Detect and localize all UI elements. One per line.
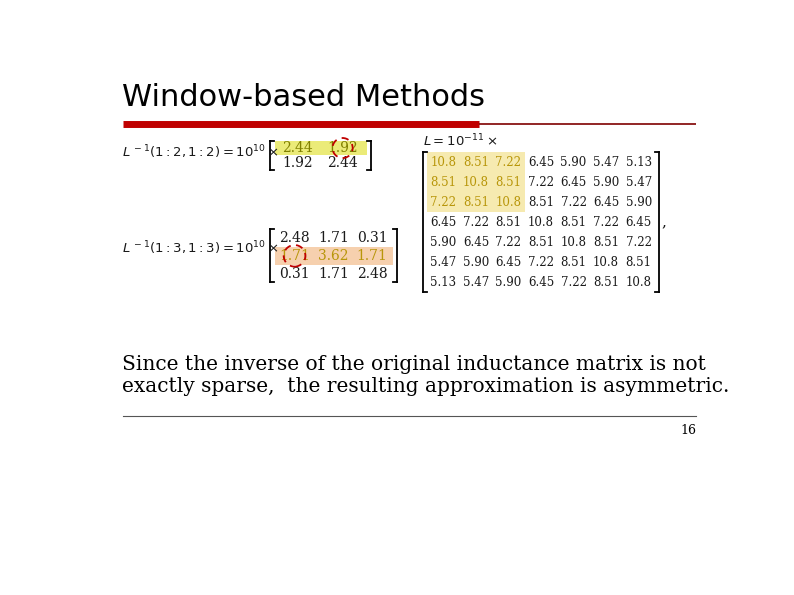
Text: 2.48: 2.48 — [357, 267, 387, 280]
Text: Window-based Methods: Window-based Methods — [122, 83, 485, 112]
Text: 0.31: 0.31 — [279, 267, 310, 280]
Text: 2.44: 2.44 — [283, 141, 313, 155]
Text: 2.48: 2.48 — [279, 231, 310, 245]
Text: $L = 10^{-11}\times$: $L = 10^{-11}\times$ — [423, 133, 498, 149]
Text: 10.8: 10.8 — [495, 196, 522, 209]
Text: 10.8: 10.8 — [626, 276, 652, 289]
Text: 8.51: 8.51 — [561, 256, 587, 269]
Text: 8.51: 8.51 — [593, 276, 619, 289]
Text: ,: , — [661, 215, 666, 229]
Text: 10.8: 10.8 — [528, 216, 554, 229]
Text: 5.90: 5.90 — [463, 256, 489, 269]
Text: 7.22: 7.22 — [561, 276, 587, 289]
Text: 7.22: 7.22 — [528, 256, 554, 269]
Text: 8.51: 8.51 — [626, 256, 652, 269]
Text: 7.22: 7.22 — [561, 196, 587, 209]
Text: 6.45: 6.45 — [528, 276, 554, 289]
Text: Since the inverse of the original inductance matrix is not: Since the inverse of the original induct… — [122, 355, 707, 374]
Text: 7.22: 7.22 — [626, 236, 652, 249]
Bar — [276, 247, 393, 265]
Text: 5.13: 5.13 — [430, 276, 457, 289]
Text: 6.45: 6.45 — [561, 176, 587, 189]
Bar — [460, 152, 492, 173]
Bar — [427, 173, 460, 192]
Text: 6.45: 6.45 — [495, 256, 522, 269]
Text: 2.44: 2.44 — [327, 156, 358, 170]
Text: 7.22: 7.22 — [430, 196, 457, 209]
Bar — [276, 140, 367, 155]
Text: 8.51: 8.51 — [463, 196, 489, 209]
Text: 8.51: 8.51 — [528, 196, 554, 209]
Text: 5.90: 5.90 — [561, 156, 587, 169]
Text: 7.22: 7.22 — [463, 216, 489, 229]
Text: 10.8: 10.8 — [561, 236, 587, 249]
Text: 8.51: 8.51 — [430, 176, 457, 189]
Text: 1.92: 1.92 — [327, 141, 358, 155]
Text: 6.45: 6.45 — [593, 196, 619, 209]
Text: 0.31: 0.31 — [357, 231, 387, 245]
Text: 1.71: 1.71 — [357, 249, 387, 263]
Text: 5.90: 5.90 — [430, 236, 457, 249]
Bar — [492, 152, 525, 173]
Bar — [460, 192, 492, 212]
Text: 16: 16 — [680, 424, 696, 437]
Text: 8.51: 8.51 — [495, 216, 522, 229]
Text: 8.51: 8.51 — [463, 156, 489, 169]
Text: 6.45: 6.45 — [626, 216, 652, 229]
Text: 7.22: 7.22 — [528, 176, 554, 189]
Bar — [492, 173, 525, 192]
Text: 7.22: 7.22 — [593, 216, 619, 229]
Text: 6.45: 6.45 — [430, 216, 457, 229]
Text: 8.51: 8.51 — [495, 176, 522, 189]
Text: 8.51: 8.51 — [528, 236, 554, 249]
Text: $L^{\,-1}(1:3,1:3)=10^{10}\times$: $L^{\,-1}(1:3,1:3)=10^{10}\times$ — [122, 240, 279, 257]
Text: 8.51: 8.51 — [561, 216, 587, 229]
Text: 5.90: 5.90 — [593, 176, 619, 189]
Text: exactly sparse,  the resulting approximation is asymmetric.: exactly sparse, the resulting approximat… — [122, 377, 730, 396]
Text: 5.47: 5.47 — [430, 256, 457, 269]
Text: 10.8: 10.8 — [463, 176, 489, 189]
Text: 10.8: 10.8 — [593, 256, 619, 269]
Bar — [460, 173, 492, 192]
Text: 1.71: 1.71 — [318, 267, 349, 280]
Text: 5.47: 5.47 — [593, 156, 619, 169]
Text: 1.71: 1.71 — [279, 249, 310, 263]
Text: 1.71: 1.71 — [318, 231, 349, 245]
Text: 7.22: 7.22 — [495, 236, 522, 249]
Text: 5.47: 5.47 — [463, 276, 489, 289]
Bar — [427, 192, 460, 212]
Text: 3.62: 3.62 — [318, 249, 349, 263]
Text: 5.90: 5.90 — [495, 276, 522, 289]
Text: 8.51: 8.51 — [593, 236, 619, 249]
Text: 7.22: 7.22 — [495, 156, 522, 169]
Text: 5.47: 5.47 — [626, 176, 652, 189]
Text: 6.45: 6.45 — [528, 156, 554, 169]
Text: 6.45: 6.45 — [463, 236, 489, 249]
Text: 5.13: 5.13 — [626, 156, 652, 169]
Bar — [492, 192, 525, 212]
Bar — [427, 152, 460, 173]
Text: 10.8: 10.8 — [430, 156, 457, 169]
Text: $L^{\,-1}(1:2,1:2)=10^{10}\times$: $L^{\,-1}(1:2,1:2)=10^{10}\times$ — [122, 143, 279, 161]
Text: 5.90: 5.90 — [626, 196, 652, 209]
Text: 1.92: 1.92 — [283, 156, 313, 170]
